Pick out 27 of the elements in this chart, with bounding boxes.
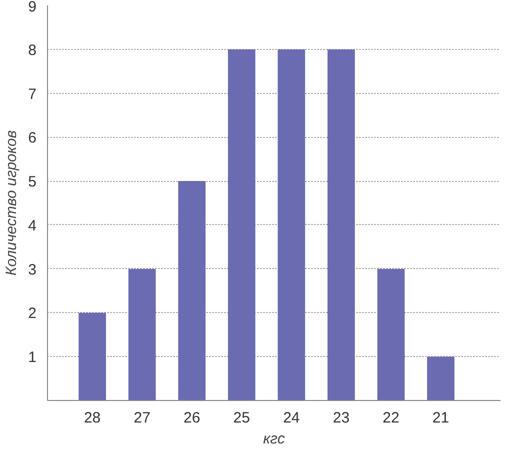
x-tick-label: 27 xyxy=(134,410,150,426)
y-tick-label: 6 xyxy=(28,130,36,147)
y-tick-label: 7 xyxy=(28,86,36,103)
bar xyxy=(128,268,156,400)
bar xyxy=(328,49,355,400)
x-tick-label: 22 xyxy=(382,410,400,426)
x-tick-label: 21 xyxy=(432,410,450,426)
x-tick-label: 26 xyxy=(184,410,200,426)
y-tick-label: 1 xyxy=(28,349,36,366)
y-axis-title: Количество игроков xyxy=(3,130,20,276)
y-tick-label: 9 xyxy=(28,0,36,16)
bar xyxy=(78,312,106,400)
x-tick-label: 28 xyxy=(84,410,101,426)
y-tick-label: 3 xyxy=(28,261,36,278)
x-tick-label: 23 xyxy=(332,410,350,426)
x-axis-title: кгс xyxy=(263,430,286,448)
bar xyxy=(278,49,306,400)
bar xyxy=(178,181,206,400)
y-tick-label: 4 xyxy=(28,217,36,234)
y-tick-label: 8 xyxy=(28,42,36,59)
bar xyxy=(377,268,405,400)
y-tick-label: 2 xyxy=(28,305,36,322)
bar xyxy=(228,49,256,400)
bar xyxy=(427,356,454,400)
y-tick-label: 5 xyxy=(28,174,36,191)
x-tick-label: 24 xyxy=(283,410,300,426)
x-tick-label: 25 xyxy=(233,410,250,426)
